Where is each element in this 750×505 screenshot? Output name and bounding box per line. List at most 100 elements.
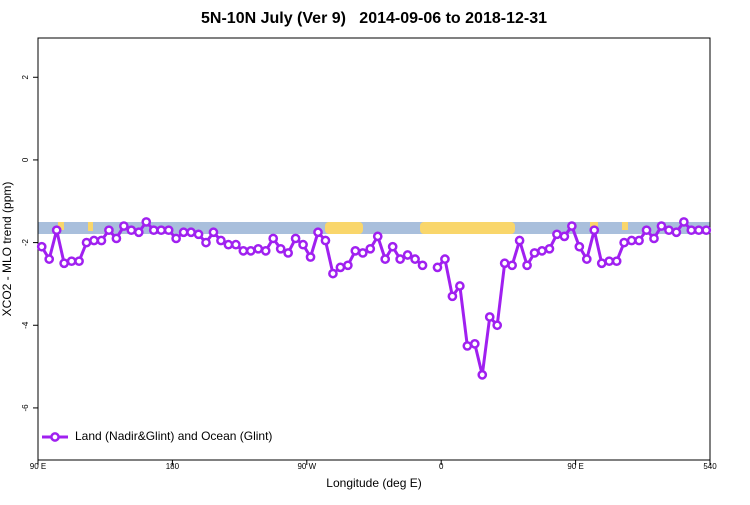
data-point	[484, 312, 495, 322]
data-point	[447, 291, 458, 302]
data-point	[104, 225, 114, 236]
data-point	[402, 250, 413, 260]
data-point	[238, 246, 249, 256]
map-band	[38, 222, 710, 234]
data-point	[417, 260, 428, 271]
data-point	[335, 262, 346, 273]
x-tick-label: 0	[439, 462, 444, 471]
data-point	[89, 235, 99, 246]
data-point	[156, 225, 167, 236]
data-point	[372, 231, 383, 242]
data-point	[298, 239, 308, 250]
data-point	[216, 235, 226, 246]
x-axis-label: Longitude (deg E)	[326, 476, 421, 490]
data-point	[328, 268, 338, 279]
data-point	[275, 243, 286, 254]
data-point	[350, 246, 361, 256]
data-point	[193, 229, 204, 240]
data-point	[686, 225, 697, 236]
land-patch	[325, 222, 363, 234]
y-tick-label: -2	[21, 238, 30, 246]
data-point	[574, 241, 585, 252]
data-point	[514, 235, 525, 246]
data-point	[111, 233, 122, 244]
data-point	[559, 231, 570, 242]
data-point	[148, 225, 159, 236]
data-point	[171, 233, 181, 244]
chart-title: 5N-10N July (Ver 9) 2014-09-06 to 2018-1…	[201, 10, 547, 27]
data-point	[51, 225, 62, 236]
x-tick-label: 540	[703, 462, 717, 471]
data-point	[253, 243, 264, 254]
land-patch	[622, 222, 628, 230]
y-tick-label: 0	[21, 157, 30, 162]
y-axis-label: XCO2 - MLO trend (ppm)	[0, 182, 14, 317]
data-point	[693, 225, 704, 236]
data-point	[469, 339, 480, 349]
data-point	[492, 320, 503, 331]
data-point	[634, 235, 644, 246]
data-point	[581, 254, 592, 264]
data-point	[141, 217, 152, 227]
land-patch	[58, 222, 64, 230]
data-point	[178, 227, 189, 238]
data-point	[36, 241, 47, 252]
data-point	[552, 229, 562, 240]
x-tick-label: 90 E	[567, 462, 583, 471]
data-point	[357, 248, 368, 258]
x-tick-label: 180	[166, 462, 180, 471]
data-point	[604, 256, 615, 267]
data-point	[208, 227, 219, 238]
legend-label: Land (Nadir&Glint) and Ocean (Glint)	[75, 429, 272, 443]
data-point	[74, 256, 84, 267]
data-point	[290, 233, 301, 244]
data-point	[163, 225, 174, 236]
data-point	[343, 260, 353, 271]
data-point	[313, 227, 323, 238]
data-point	[119, 221, 129, 231]
data-point	[96, 235, 107, 246]
data-point	[701, 225, 712, 236]
data-point	[440, 254, 450, 264]
data-point	[567, 221, 577, 231]
legend-marker	[50, 432, 60, 442]
data-point	[455, 281, 465, 291]
data-point	[596, 258, 607, 269]
data-point	[44, 254, 55, 264]
data-point	[529, 248, 540, 258]
data-point	[507, 260, 517, 271]
data-point	[268, 233, 279, 244]
data-point	[245, 246, 256, 256]
data-point	[671, 227, 682, 238]
data-point	[223, 239, 234, 250]
data-point	[462, 341, 473, 351]
data-point	[387, 241, 398, 252]
data-point	[477, 370, 488, 380]
data-point	[380, 254, 391, 264]
data-point	[320, 235, 331, 246]
data-point	[432, 262, 443, 273]
data-point	[522, 260, 532, 271]
data-point	[395, 254, 405, 264]
data-point	[201, 237, 211, 248]
data-point	[626, 235, 637, 246]
y-tick-label: 2	[21, 74, 30, 79]
series-line	[40, 219, 707, 376]
data-point	[656, 221, 667, 231]
data-point	[537, 246, 547, 256]
data-point	[641, 225, 652, 236]
data-point	[544, 243, 555, 254]
ocean-band	[38, 222, 710, 234]
x-tick-label: 90 W	[297, 462, 316, 471]
data-point	[59, 258, 69, 269]
data-point	[260, 246, 271, 256]
data-point	[649, 233, 659, 244]
data-point	[589, 225, 600, 236]
land-patch	[88, 222, 93, 231]
data-point	[410, 254, 420, 264]
data-point	[664, 225, 674, 236]
land-patch	[420, 222, 515, 234]
data-point	[231, 239, 241, 250]
data-point	[611, 256, 622, 267]
